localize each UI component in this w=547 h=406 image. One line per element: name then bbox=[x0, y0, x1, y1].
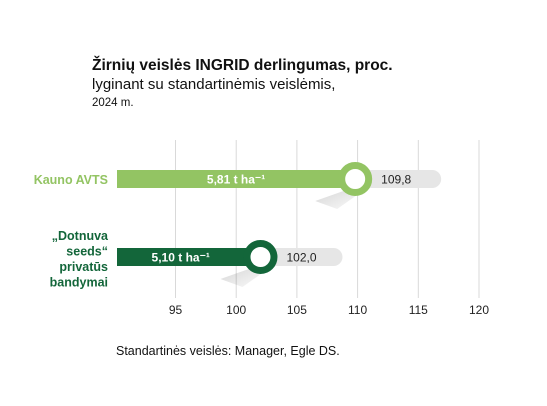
chart-title-block: Žirnių veislės INGRID derlingumas, proc.… bbox=[92, 56, 393, 112]
value-label: 102,0 bbox=[286, 251, 316, 265]
x-tick-label: 120 bbox=[469, 303, 489, 317]
x-tick-label: 100 bbox=[226, 303, 246, 317]
chart-title: Žirnių veislės INGRID derlingumas, proc. bbox=[92, 57, 393, 74]
x-tick-label: 115 bbox=[409, 303, 428, 317]
value-bar bbox=[117, 170, 356, 188]
category-label: Kauno AVTS bbox=[34, 173, 108, 187]
chart-year: 2024 m. bbox=[92, 97, 134, 109]
category-label: seeds“ bbox=[66, 245, 108, 259]
value-bar bbox=[117, 248, 261, 266]
category-label: privatūs bbox=[59, 260, 108, 274]
x-tick-label: 95 bbox=[169, 303, 183, 317]
value-label: 109,8 bbox=[381, 173, 411, 187]
x-tick-label: 110 bbox=[348, 303, 367, 317]
yield-label: 5,10 t ha⁻¹ bbox=[152, 251, 210, 265]
category-label: bandymai bbox=[50, 276, 108, 290]
value-marker bbox=[243, 240, 278, 274]
category-label: „Dotnuva bbox=[52, 229, 109, 243]
x-tick-label: 105 bbox=[287, 303, 307, 317]
chart-subtitle: lyginant su standartinėmis veislėmis, bbox=[92, 76, 336, 93]
footnote: Standartinės veislės: Manager, Egle DS. bbox=[116, 344, 340, 358]
value-marker bbox=[338, 162, 373, 196]
yield-label: 5,81 t ha⁻¹ bbox=[207, 173, 265, 187]
